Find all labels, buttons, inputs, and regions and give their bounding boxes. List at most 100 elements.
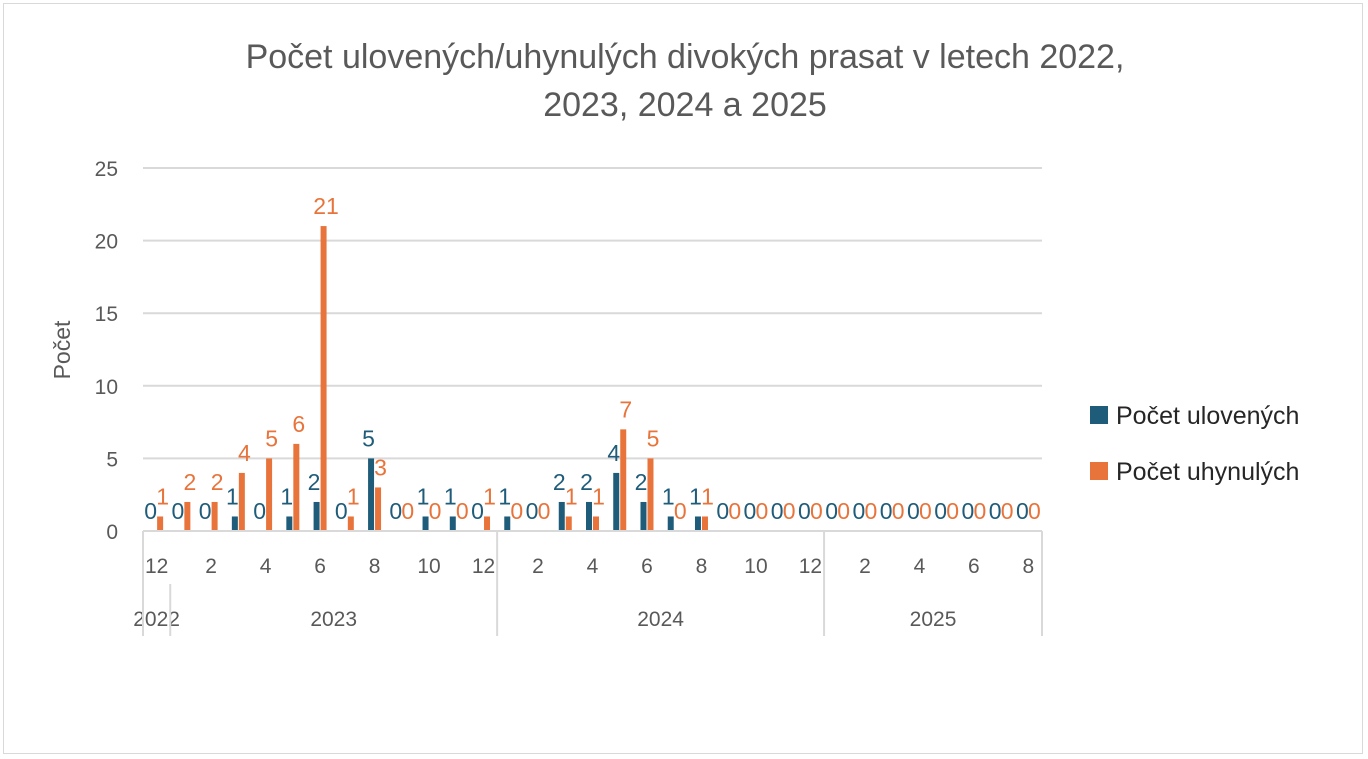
- data-label-ulovenych: 0: [716, 498, 729, 524]
- data-label-uhynulych: 0: [756, 498, 769, 524]
- x-tick-label: 4: [260, 555, 272, 578]
- bar-ulovenych: [286, 516, 293, 531]
- data-label-uhynulych: 0: [973, 498, 986, 524]
- data-label-uhynulych: 6: [292, 411, 305, 437]
- bar-uhynulych: [184, 501, 191, 531]
- bar-uhynulych: [701, 516, 708, 531]
- x-tick-label: 10: [744, 555, 767, 578]
- data-label-ulovenych: 1: [417, 483, 430, 509]
- data-label-uhynulych: 0: [538, 498, 551, 524]
- data-label-uhynulych: 0: [892, 498, 905, 524]
- data-label-ulovenych: 0: [880, 498, 893, 524]
- bar-ulovenych: [368, 458, 375, 531]
- data-label-ulovenych: 0: [825, 498, 838, 524]
- bar-ulovenych: [640, 501, 647, 531]
- legend-label-uhynulych: Počet uhynulých: [1116, 458, 1299, 486]
- data-label-ulovenych: 0: [253, 498, 266, 524]
- bar-uhynulych: [620, 429, 627, 531]
- x-tick-label: 4: [587, 555, 599, 578]
- y-tick-label: 25: [95, 158, 118, 181]
- data-label-ulovenych: 1: [226, 483, 239, 509]
- data-label-ulovenych: 0: [744, 498, 757, 524]
- data-label-ulovenych: 0: [526, 498, 539, 524]
- x-tick-label: 4: [914, 555, 926, 578]
- data-label-ulovenych: 0: [199, 498, 212, 524]
- bar-uhynulych: [211, 501, 218, 531]
- data-label-uhynulych: 1: [565, 483, 578, 509]
- x-tick-label: 6: [641, 555, 653, 578]
- data-label-uhynulych: 0: [783, 498, 796, 524]
- bar-uhynulych: [565, 516, 572, 531]
- bar-uhynulych: [484, 516, 491, 531]
- data-label-uhynulych: 4: [238, 440, 251, 466]
- data-label-ulovenych: 1: [280, 483, 293, 509]
- data-label-uhynulych: 1: [701, 483, 714, 509]
- bar-uhynulych: [157, 516, 164, 531]
- data-label-ulovenych: 1: [662, 483, 675, 509]
- data-label-ulovenych: 0: [934, 498, 947, 524]
- data-label-uhynulych: 0: [1028, 498, 1041, 524]
- y-axis-label: Počet: [49, 320, 75, 379]
- bar-ulovenych: [313, 501, 320, 531]
- data-label-uhynulych: 0: [401, 498, 414, 524]
- data-label-uhynulych: 7: [619, 396, 632, 422]
- data-label-uhynulych: 0: [865, 498, 878, 524]
- data-label-ulovenych: 1: [689, 483, 702, 509]
- data-label-uhynulych: 0: [510, 498, 523, 524]
- x-tick-label: 8: [369, 555, 381, 578]
- year-label: 2023: [310, 608, 357, 631]
- y-tick-label: 20: [95, 231, 118, 254]
- y-tick-label: 15: [95, 303, 118, 326]
- bar-ulovenych: [449, 516, 456, 531]
- chart-title-line2: 2023, 2024 a 2025: [543, 86, 827, 124]
- data-label-uhynulych: 0: [429, 498, 442, 524]
- x-tick-label: 2: [205, 555, 217, 578]
- data-label-ulovenych: 0: [907, 498, 920, 524]
- x-tick-label: 12: [472, 555, 495, 578]
- data-label-ulovenych: 0: [144, 498, 157, 524]
- x-tick-label: 2: [859, 555, 871, 578]
- bar-uhynulych: [347, 516, 354, 531]
- bar-ulovenych: [231, 516, 238, 531]
- y-tick-label: 10: [95, 376, 118, 399]
- legend: Počet ulovených Počet uhynulých: [1090, 402, 1299, 486]
- x-tick-label: 8: [696, 555, 708, 578]
- bar-ulovenych: [694, 516, 701, 531]
- x-tick-label: 8: [1023, 555, 1035, 578]
- data-label-ulovenych: 1: [444, 483, 457, 509]
- x-tick-label: 10: [417, 555, 440, 578]
- data-label-ulovenych: 0: [798, 498, 811, 524]
- data-label-ulovenych: 0: [471, 498, 484, 524]
- data-label-uhynulych: 21: [313, 193, 339, 219]
- x-axis: 12 2 4 6 8 10 12 2 4 6 8 10 12 2 4 6 8 2022 2023 2024 2025: [133, 530, 1043, 636]
- data-label-ulovenych: 0: [335, 498, 348, 524]
- data-label-uhynulych: 0: [674, 498, 687, 524]
- bar-ulovenych: [422, 516, 429, 531]
- data-label-ulovenych: 2: [580, 469, 593, 495]
- data-label-ulovenych: 0: [389, 498, 402, 524]
- bar-ulovenych: [613, 472, 620, 531]
- data-label-ulovenych: 2: [635, 469, 648, 495]
- data-label-ulovenych: 0: [771, 498, 784, 524]
- data-label-uhynulych: 0: [810, 498, 823, 524]
- data-label-ulovenych: 0: [853, 498, 866, 524]
- data-label-uhynulych: 1: [347, 483, 360, 509]
- data-label-ulovenych: 1: [498, 483, 511, 509]
- year-label: 2022: [133, 608, 180, 631]
- x-tick-label: 12: [145, 555, 168, 578]
- bar-uhynulych: [238, 472, 245, 531]
- data-label-uhynulych: 0: [946, 498, 959, 524]
- x-tick-label: 6: [968, 555, 980, 578]
- data-label-ulovenych: 2: [553, 469, 566, 495]
- legend-swatch-uhynulych: [1090, 462, 1108, 480]
- data-label-uhynulych: 3: [374, 454, 387, 480]
- chart-title-line1: Počet ulovených/uhynulých divokých prasa…: [246, 38, 1125, 76]
- bar-uhynulych: [647, 458, 654, 531]
- year-label: 2025: [910, 608, 957, 631]
- data-label-uhynulych: 0: [837, 498, 850, 524]
- x-tick-label: 6: [314, 555, 326, 578]
- data-label-uhynulych: 0: [728, 498, 741, 524]
- data-label-ulovenych: 5: [362, 425, 375, 451]
